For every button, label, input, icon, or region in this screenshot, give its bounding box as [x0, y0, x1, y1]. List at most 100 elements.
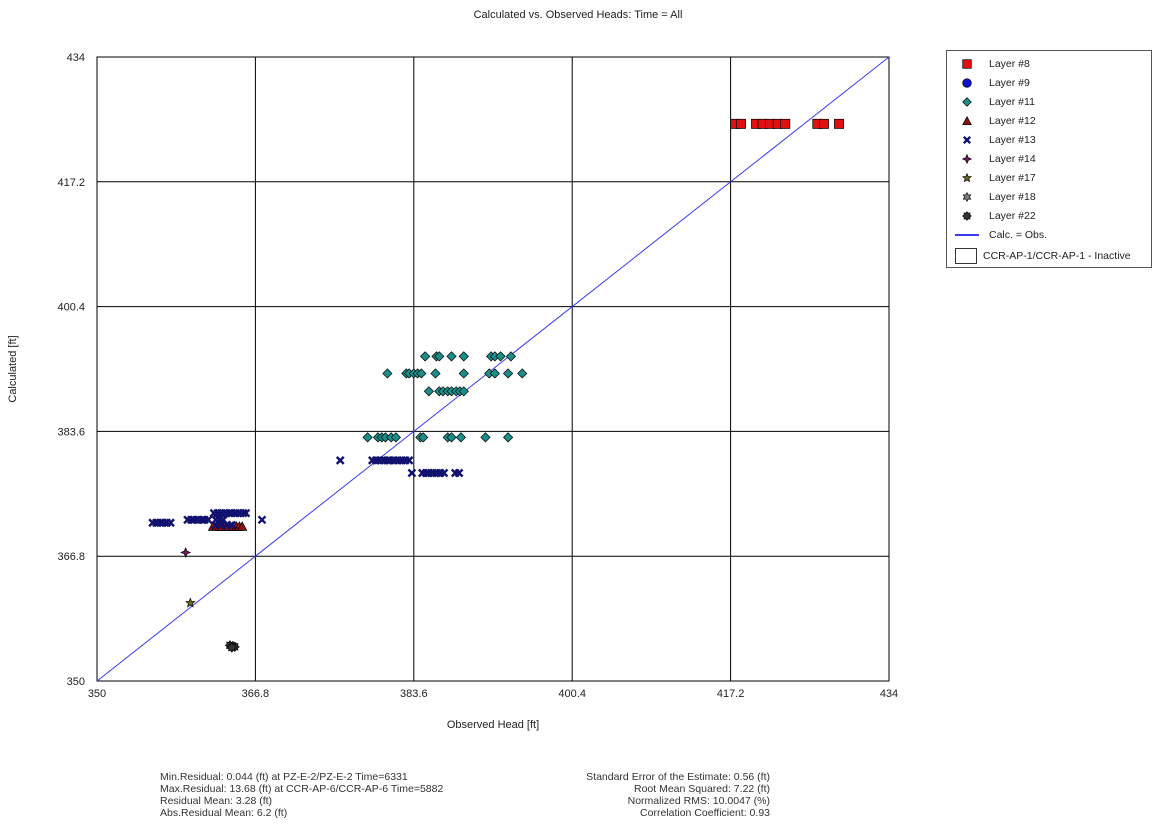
point-layer-13	[166, 518, 175, 528]
y-tick-label: 434	[67, 52, 85, 64]
legend-item: Layer #13	[955, 131, 1036, 149]
legend-label: Layer #22	[989, 210, 1036, 222]
point-layer-11	[418, 432, 429, 443]
point-layer-11	[495, 351, 506, 362]
legend-symbol	[962, 115, 972, 126]
point-layer-11	[455, 432, 467, 443]
point-layer-22	[226, 642, 238, 653]
legend-inactive-label: CCR-AP-1/CCR-AP-1 - Inactive	[983, 250, 1131, 262]
grid-lines	[96, 56, 890, 682]
calc-equals-obs-line	[96, 56, 890, 682]
legend-marker-icon	[955, 228, 979, 242]
point-layer-11	[458, 368, 469, 379]
point-layer-14	[180, 546, 192, 558]
stats-right: Standard Error of the Estimate: 0.56 (ft…	[586, 771, 770, 819]
point-layer-17	[185, 597, 196, 608]
point-layer-11	[502, 432, 514, 443]
legend-marker-icon	[955, 152, 979, 166]
legend-label: Layer #18	[989, 191, 1036, 203]
legend-marker-icon	[955, 95, 979, 109]
point-layer-11	[458, 351, 469, 362]
legend-label: Layer #8	[989, 58, 1030, 70]
legend-item: Layer #8	[955, 55, 1030, 73]
legend-symbol	[962, 191, 972, 203]
point-layer-11	[423, 386, 434, 397]
legend-item: Calc. = Obs.	[955, 226, 1047, 244]
point-layer-11	[517, 368, 528, 379]
y-tick-label: 350	[67, 676, 85, 688]
point-layer-13	[186, 515, 196, 525]
legend-symbol	[962, 172, 972, 183]
point-layer-11	[390, 432, 401, 443]
legend-symbol	[962, 78, 972, 88]
point-layer-13	[404, 456, 414, 465]
point-layer-13	[155, 518, 165, 528]
point-layer-11	[502, 368, 514, 379]
legend-label: Layer #14	[989, 153, 1036, 165]
legend-inactive-item: CCR-AP-1/CCR-AP-1 - Inactive	[955, 247, 1131, 265]
legend-symbol	[962, 97, 972, 107]
legend-item: Layer #12	[955, 112, 1036, 130]
stat-residual-mean: Residual Mean: 3.28 (ft)	[160, 795, 273, 807]
y-tick-label: 400.4	[57, 302, 85, 314]
inactive-swatch-icon	[955, 248, 977, 264]
legend-marker-icon	[955, 76, 979, 90]
legend-item: Layer #22	[955, 207, 1036, 225]
point-layer-13	[454, 468, 464, 478]
x-tick-label: 400.4	[558, 688, 586, 700]
point-layer-11	[489, 368, 500, 379]
legend-symbol	[962, 59, 972, 69]
point-layer-13	[439, 468, 449, 478]
point-layer-13	[241, 508, 251, 518]
y-axis-label: Calculated [ft]	[7, 335, 19, 402]
stat-normalized-rms: Normalized RMS: 10.0047 (%)	[627, 795, 770, 807]
y-tick-label: 366.8	[57, 551, 85, 563]
point-layer-13	[421, 468, 431, 478]
legend-label: Layer #11	[989, 96, 1035, 108]
legend-symbol	[962, 211, 972, 221]
legend: Layer #8 Layer #9 Layer #11 Layer #12 Layer …	[946, 50, 1152, 268]
point-layer-13	[257, 515, 267, 525]
point-layer-13	[197, 515, 207, 525]
legend-label: Layer #12	[989, 115, 1036, 127]
stat-standard-error: Standard Error of the Estimate: 0.56 (ft…	[586, 771, 770, 783]
chart-title: Calculated vs. Observed Heads: Time = Al…	[474, 9, 683, 21]
legend-item: Layer #18	[955, 188, 1036, 206]
legend-marker-icon	[955, 133, 979, 147]
legend-marker-icon	[955, 209, 979, 223]
legend-symbol	[962, 135, 972, 145]
y-tick-label: 383.6	[57, 426, 85, 438]
point-layer-11	[458, 386, 469, 397]
stat-max-residual: Max.Residual: 13.68 (ft) at CCR-AP-6/CCR…	[160, 783, 444, 795]
stats-left: Min.Residual: 0.044 (ft) at PZ-E-2/PZ-E-…	[160, 771, 443, 819]
legend-item: Layer #11	[955, 93, 1035, 111]
point-layer-8	[834, 118, 844, 129]
legend-label: Layer #9	[989, 77, 1030, 89]
stat-abs-residual-mean: Abs.Residual Mean: 6.2 (ft)	[160, 807, 288, 819]
stat-correlation: Correlation Coefficient: 0.93	[640, 807, 770, 819]
point-layer-8	[780, 118, 791, 129]
legend-symbol	[961, 153, 973, 165]
point-layer-11	[446, 351, 457, 362]
point-layer-13	[227, 520, 237, 530]
reference-line-group	[96, 56, 890, 682]
point-layer-13	[335, 456, 345, 465]
x-tick-label: 417.2	[717, 688, 745, 700]
stat-min-residual: Min.Residual: 0.044 (ft) at PZ-E-2/PZ-E-…	[160, 771, 408, 783]
legend-marker-icon	[955, 57, 979, 71]
y-tick-label: 417.2	[57, 177, 85, 189]
point-layer-11	[480, 432, 491, 443]
point-layer-8	[736, 118, 746, 129]
legend-label: Layer #13	[989, 134, 1036, 146]
point-layer-13	[383, 456, 392, 465]
point-layer-11	[446, 432, 457, 443]
x-axis-label: Observed Head [ft]	[447, 719, 539, 731]
x-tick-label: 350	[88, 688, 106, 700]
legend-marker-icon	[955, 171, 979, 185]
legend-marker-icon	[955, 114, 979, 128]
point-layer-13	[407, 468, 417, 478]
point-layer-11	[420, 351, 431, 362]
legend-item: Layer #14	[955, 150, 1036, 168]
legend-label: Calc. = Obs.	[989, 229, 1048, 241]
